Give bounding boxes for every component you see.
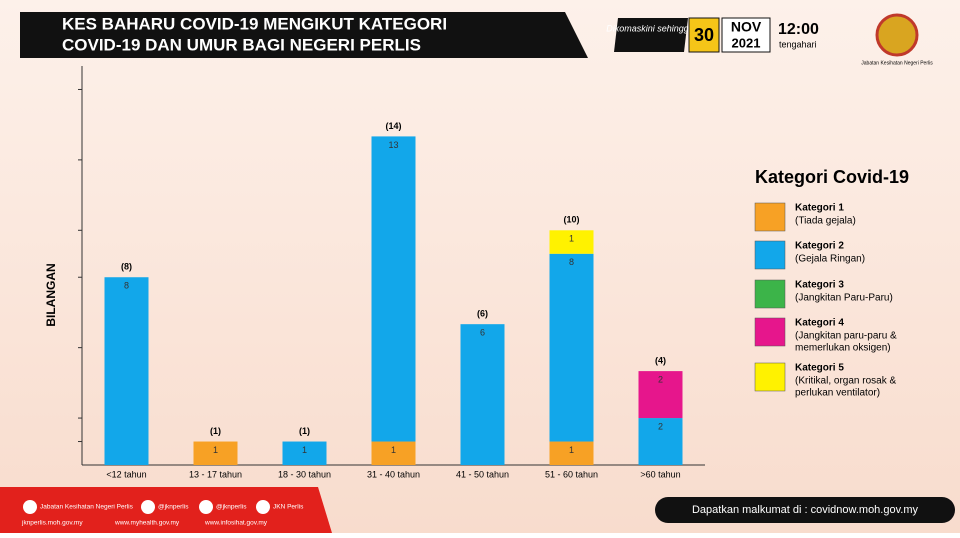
footer-link: jknperlis.moh.gov.my (21, 520, 83, 527)
x-tick-label: 31 - 40 tahun (367, 469, 420, 479)
legend-swatch (754, 317, 786, 347)
legend-swatch (754, 279, 786, 309)
social-icon (141, 500, 155, 514)
total-label: (14) (385, 121, 401, 131)
segment-label: 1 (391, 445, 396, 455)
legend-name: Kategori 5 (795, 363, 844, 374)
legend-swatch (754, 240, 786, 270)
time-label: tengahari (779, 39, 817, 49)
month: NOV (731, 19, 762, 35)
legend-description: perlukan ventilator) (795, 388, 880, 399)
legend-name: Kategori 4 (795, 318, 844, 329)
social-handle: @jknperlis (158, 504, 189, 511)
segment-label: 1 (569, 445, 574, 455)
segment-label: 2 (658, 421, 663, 431)
date-box (614, 18, 688, 52)
segment-label: 6 (480, 328, 485, 338)
chart-title: COVID-19 DAN UMUR BAGI NEGERI PERLIS (62, 35, 421, 54)
legend-description: (Jangkitan paru-paru & (795, 331, 897, 342)
x-tick-label: >60 tahun (640, 469, 680, 479)
legend-description: (Tiada gejala) (795, 216, 856, 227)
total-label: (8) (121, 262, 132, 272)
segment-label: 8 (569, 257, 574, 267)
footer-banner (0, 487, 332, 533)
legend-title: Kategori Covid-19 (755, 167, 909, 187)
year: 2021 (732, 35, 761, 50)
month-box (721, 17, 771, 53)
total-label: (10) (563, 215, 579, 225)
day-box (688, 17, 720, 53)
total-label: (1) (210, 426, 221, 436)
legend-description: (Gejala Ringan) (795, 254, 865, 265)
segment-label: 1 (569, 234, 574, 244)
x-tick-label: 13 - 17 tahun (189, 469, 242, 479)
legend-description: (Kritikal, organ rosak & (795, 376, 896, 387)
chart-title: KES BAHARU COVID-19 MENGIKUT KATEGORI (62, 14, 447, 33)
legend-swatch (754, 362, 786, 392)
x-tick-label: 18 - 30 tahun (278, 469, 331, 479)
social-handle: @jknperlis (216, 504, 247, 511)
footer-link: www.myhealth.gov.my (114, 520, 180, 527)
bar-segment (638, 371, 683, 419)
logo (875, 13, 919, 57)
source-box (655, 497, 955, 523)
segment-label: 8 (124, 281, 129, 291)
x-tick-label: 51 - 60 tahun (545, 469, 598, 479)
bar-segment (282, 441, 327, 465)
x-tick-label: 41 - 50 tahun (456, 469, 509, 479)
bar-segment (638, 418, 683, 465)
social-handle: Jabatan Kesihatan Negeri Perlis (40, 504, 134, 511)
legend-description: memerlukan oksigen) (795, 343, 891, 354)
bar-segment (549, 253, 594, 442)
segment-label: 1 (213, 445, 218, 455)
legend-description: (Jangkitan Paru-Paru) (795, 293, 893, 304)
bar-segment (371, 136, 416, 442)
bar-segment (104, 277, 149, 465)
day: 30 (694, 25, 714, 45)
title-banner (20, 12, 588, 58)
agency: Jabatan Kesihatan Negeri Perlis (861, 60, 933, 66)
bar-segment (549, 441, 594, 465)
legend-name: Kategori 2 (795, 241, 844, 252)
bar-segment (460, 324, 505, 465)
social-icon (199, 500, 213, 514)
footer-link: www.infosihat.gov.my (204, 520, 268, 527)
total-label: (1) (299, 426, 310, 436)
x-tick-label: <12 tahun (106, 469, 146, 479)
y-axis-label: BILANGAN (44, 263, 58, 326)
segment-label: 13 (388, 140, 398, 150)
social-handle: JKN Perlis (273, 504, 304, 511)
legend-swatch (754, 202, 786, 232)
segment-label: 2 (658, 374, 663, 384)
bar-segment (549, 230, 594, 254)
time: 12:00 (778, 21, 819, 38)
segment-label: 1 (302, 445, 307, 455)
social-icon (23, 500, 37, 514)
legend-name: Kategori 3 (795, 280, 844, 291)
total-label: (4) (655, 355, 666, 365)
legend-name: Kategori 1 (795, 203, 844, 214)
bar-segment (371, 441, 416, 465)
bar-segment (193, 441, 238, 465)
social-icon (256, 500, 270, 514)
date-label: Dikomaskini sehingga (606, 23, 694, 33)
total-label: (6) (477, 309, 488, 319)
source: Dapatkan malkumat di : covidnow.moh.gov.… (692, 504, 919, 516)
